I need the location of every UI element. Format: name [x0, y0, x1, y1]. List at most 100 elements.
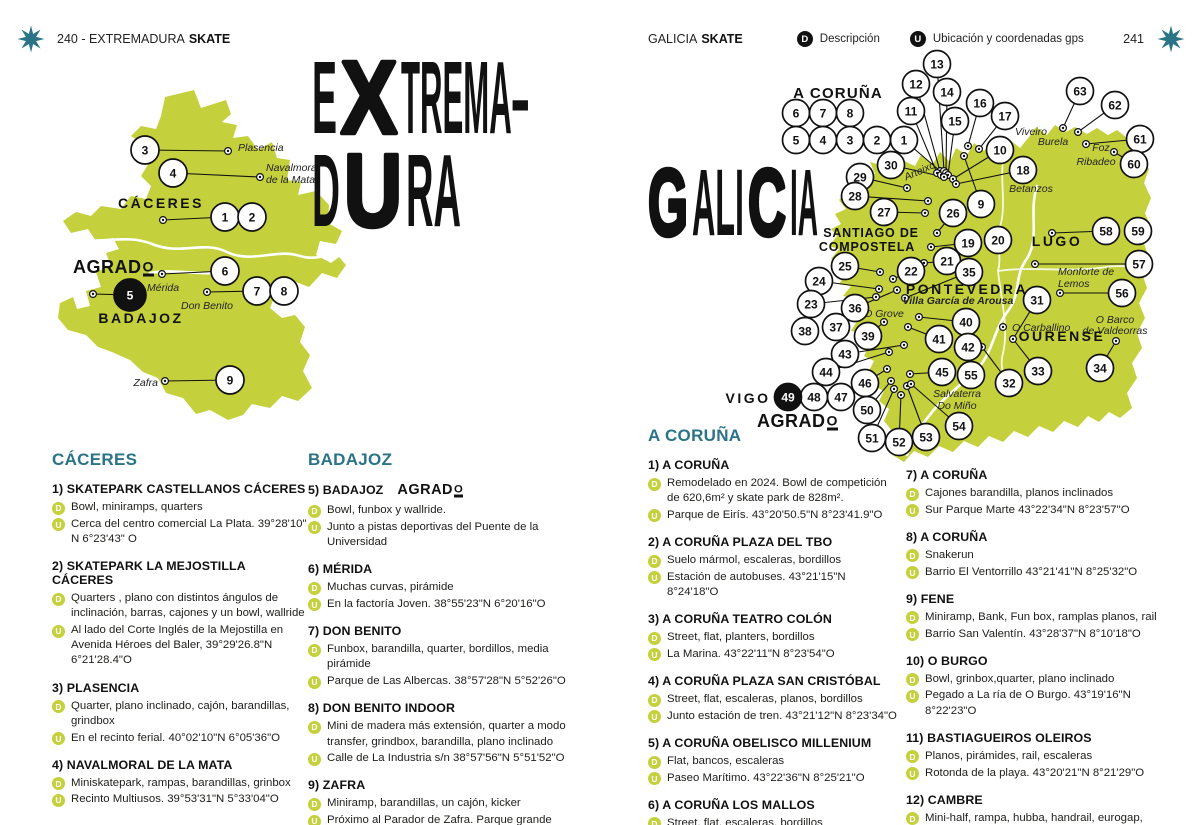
svg-text:7: 7: [254, 284, 261, 298]
location-icon: U: [906, 504, 919, 518]
location-icon: U: [308, 675, 321, 689]
spot-title: 5) BADAJOZ AGRADO: [308, 482, 464, 498]
map-marker-43: [830, 339, 860, 369]
map-label: OURENSE: [1019, 328, 1106, 344]
svg-text:17: 17: [998, 109, 1012, 123]
location-icon: U: [648, 648, 661, 662]
svg-text:57: 57: [1132, 257, 1146, 271]
svg-text:6: 6: [222, 264, 229, 278]
svg-text:18: 18: [1016, 163, 1030, 177]
display-title-segment: C: [748, 150, 786, 256]
description-icon: D: [308, 720, 321, 734]
spot-entry: 2) SKATEPARK LA MEJOSTILLA CÁCERES D Quart…: [52, 559, 307, 669]
map-marker-31: [1022, 285, 1052, 315]
spot-description: Bowl, grinbox,quarter, plano inclinado: [925, 672, 1115, 685]
map-marker-27: [869, 197, 899, 227]
spot-entry: 5) A CORUÑA OBELISCO MILLENIUM D Flat, ban…: [648, 736, 900, 786]
map-marker-58: [1091, 216, 1121, 246]
spot-title: 9) ZAFRA: [308, 778, 366, 793]
svg-text:27: 27: [877, 205, 891, 219]
spot-title: 3) PLASENCIA: [52, 680, 140, 695]
map-marker-52: [884, 427, 914, 457]
page-label: 240 - EXTREMADURA SKATE: [57, 32, 231, 46]
map-marker-56: [1107, 278, 1137, 308]
town-label: O Grove: [864, 308, 904, 320]
svg-text:22: 22: [904, 264, 918, 278]
spot-description: Planos, pirámides, rail, escaleras: [925, 749, 1093, 762]
spot-location: Calle de La Industria s/n 38°57'56"N 5°5…: [327, 752, 565, 765]
location-icon: U: [648, 571, 661, 585]
location-icon: U: [648, 772, 661, 786]
spot-entry: 6) MÉRIDA D Muchas curvas, pirámide U En la …: [308, 562, 566, 612]
spot-location: En la factoría Joven. 38°55'23"N 6°20'16…: [327, 597, 546, 610]
spot-description: Cajones barandilla, planos inclinados: [925, 487, 1114, 499]
spot-location: Pegado a La ría de O Burgo. 43°19'16"N 8…: [925, 689, 1131, 717]
svg-text:48: 48: [807, 390, 821, 404]
spot-title: 6) A CORUÑA LOS MALLOS: [648, 797, 815, 812]
spot-location: Paseo Marítimo. 43°22'36"N 8°25'21"O: [667, 771, 865, 784]
display-title-segment: U: [344, 133, 402, 248]
svg-text:8: 8: [281, 284, 288, 298]
svg-text:56: 56: [1115, 286, 1129, 300]
agrado-logo: AGRADO: [757, 411, 838, 431]
town-label: Mérida: [147, 282, 179, 294]
spot-description: Muchas curvas, pirámide: [327, 581, 454, 594]
spot-title: 2) A CORUÑA PLAZA DEL TBO: [648, 535, 833, 550]
map-label: A CORUÑA: [793, 84, 883, 102]
description-icon: D: [906, 750, 919, 764]
svg-text:2: 2: [249, 210, 256, 224]
svg-text:8: 8: [847, 106, 854, 120]
description-icon: D: [906, 611, 919, 625]
spot-location: Rotonda de la playa. 43°20'21"N 8°21'29"…: [925, 766, 1145, 779]
map-marker-23: [796, 289, 826, 319]
description-icon: D: [906, 812, 919, 825]
spot-title: 5) A CORUÑA OBELISCO MILLENIUM: [648, 736, 872, 751]
svg-text:45: 45: [935, 365, 949, 379]
description-icon: D: [308, 504, 321, 518]
svg-text:49: 49: [781, 390, 795, 404]
spot-title: 4) A CORUÑA PLAZA SAN CRISTÓBAL: [648, 674, 881, 689]
map-marker-39: [853, 321, 883, 351]
spot-entry: 3) PLASENCIA D Quarter, plano inclinado, c…: [52, 681, 307, 746]
page-header-right: GALICIA SKATE D Descripción U Ubicación y…: [648, 24, 1186, 54]
svg-text:60: 60: [1127, 157, 1141, 171]
svg-text:40: 40: [959, 315, 973, 329]
svg-text:13: 13: [930, 57, 944, 71]
spot-title: 2) SKATEPARK LA MEJOSTILLA CÁCERES: [52, 559, 246, 588]
river-line: [905, 184, 1039, 457]
svg-text:9: 9: [978, 197, 985, 211]
page-label: GALICIA SKATE: [648, 32, 743, 46]
map-marker-55: [956, 360, 986, 390]
svg-text:9: 9: [227, 373, 234, 387]
location-icon: U: [906, 566, 919, 580]
map-label: SANTIAGO DE: [823, 226, 919, 240]
svg-text:42: 42: [961, 340, 975, 354]
svg-text:1: 1: [222, 210, 229, 224]
agrado-logo: AGRADO: [73, 257, 154, 277]
map-marker-63: [1065, 76, 1095, 106]
spot-location: Parque de Las Albercas. 38°57'28"N 5°52'…: [327, 675, 566, 688]
svg-text:24: 24: [812, 274, 826, 288]
svg-text:19: 19: [961, 236, 975, 250]
display-title-segment: ALI: [692, 150, 744, 256]
spot-title: 7) DON BENITO: [308, 624, 402, 639]
svg-text:53: 53: [919, 430, 933, 444]
location-icon: U: [52, 793, 65, 807]
svg-text:33: 33: [1031, 364, 1045, 378]
map-marker-13: [922, 49, 952, 79]
map-marker-60: [1119, 149, 1149, 179]
spots-column: CÁCERES 1) SKATEPARK CASTELLANOS CÁCERES D…: [52, 450, 307, 820]
svg-text:39: 39: [861, 329, 875, 343]
map-marker-11: [896, 96, 926, 126]
map-marker-2: [237, 202, 267, 232]
spot-title: 10) O BURGO: [906, 653, 988, 668]
svg-text:25: 25: [838, 259, 852, 273]
svg-text:21: 21: [940, 254, 954, 268]
description-icon: D: [906, 487, 919, 501]
map-marker-62: [1100, 90, 1130, 120]
svg-text:50: 50: [860, 403, 874, 417]
spot-location: Junto a pistas deportivas del Puente de …: [327, 520, 539, 549]
spot-entry: 6) A CORUÑA LOS MALLOS D Street, flat, esc…: [648, 798, 900, 825]
